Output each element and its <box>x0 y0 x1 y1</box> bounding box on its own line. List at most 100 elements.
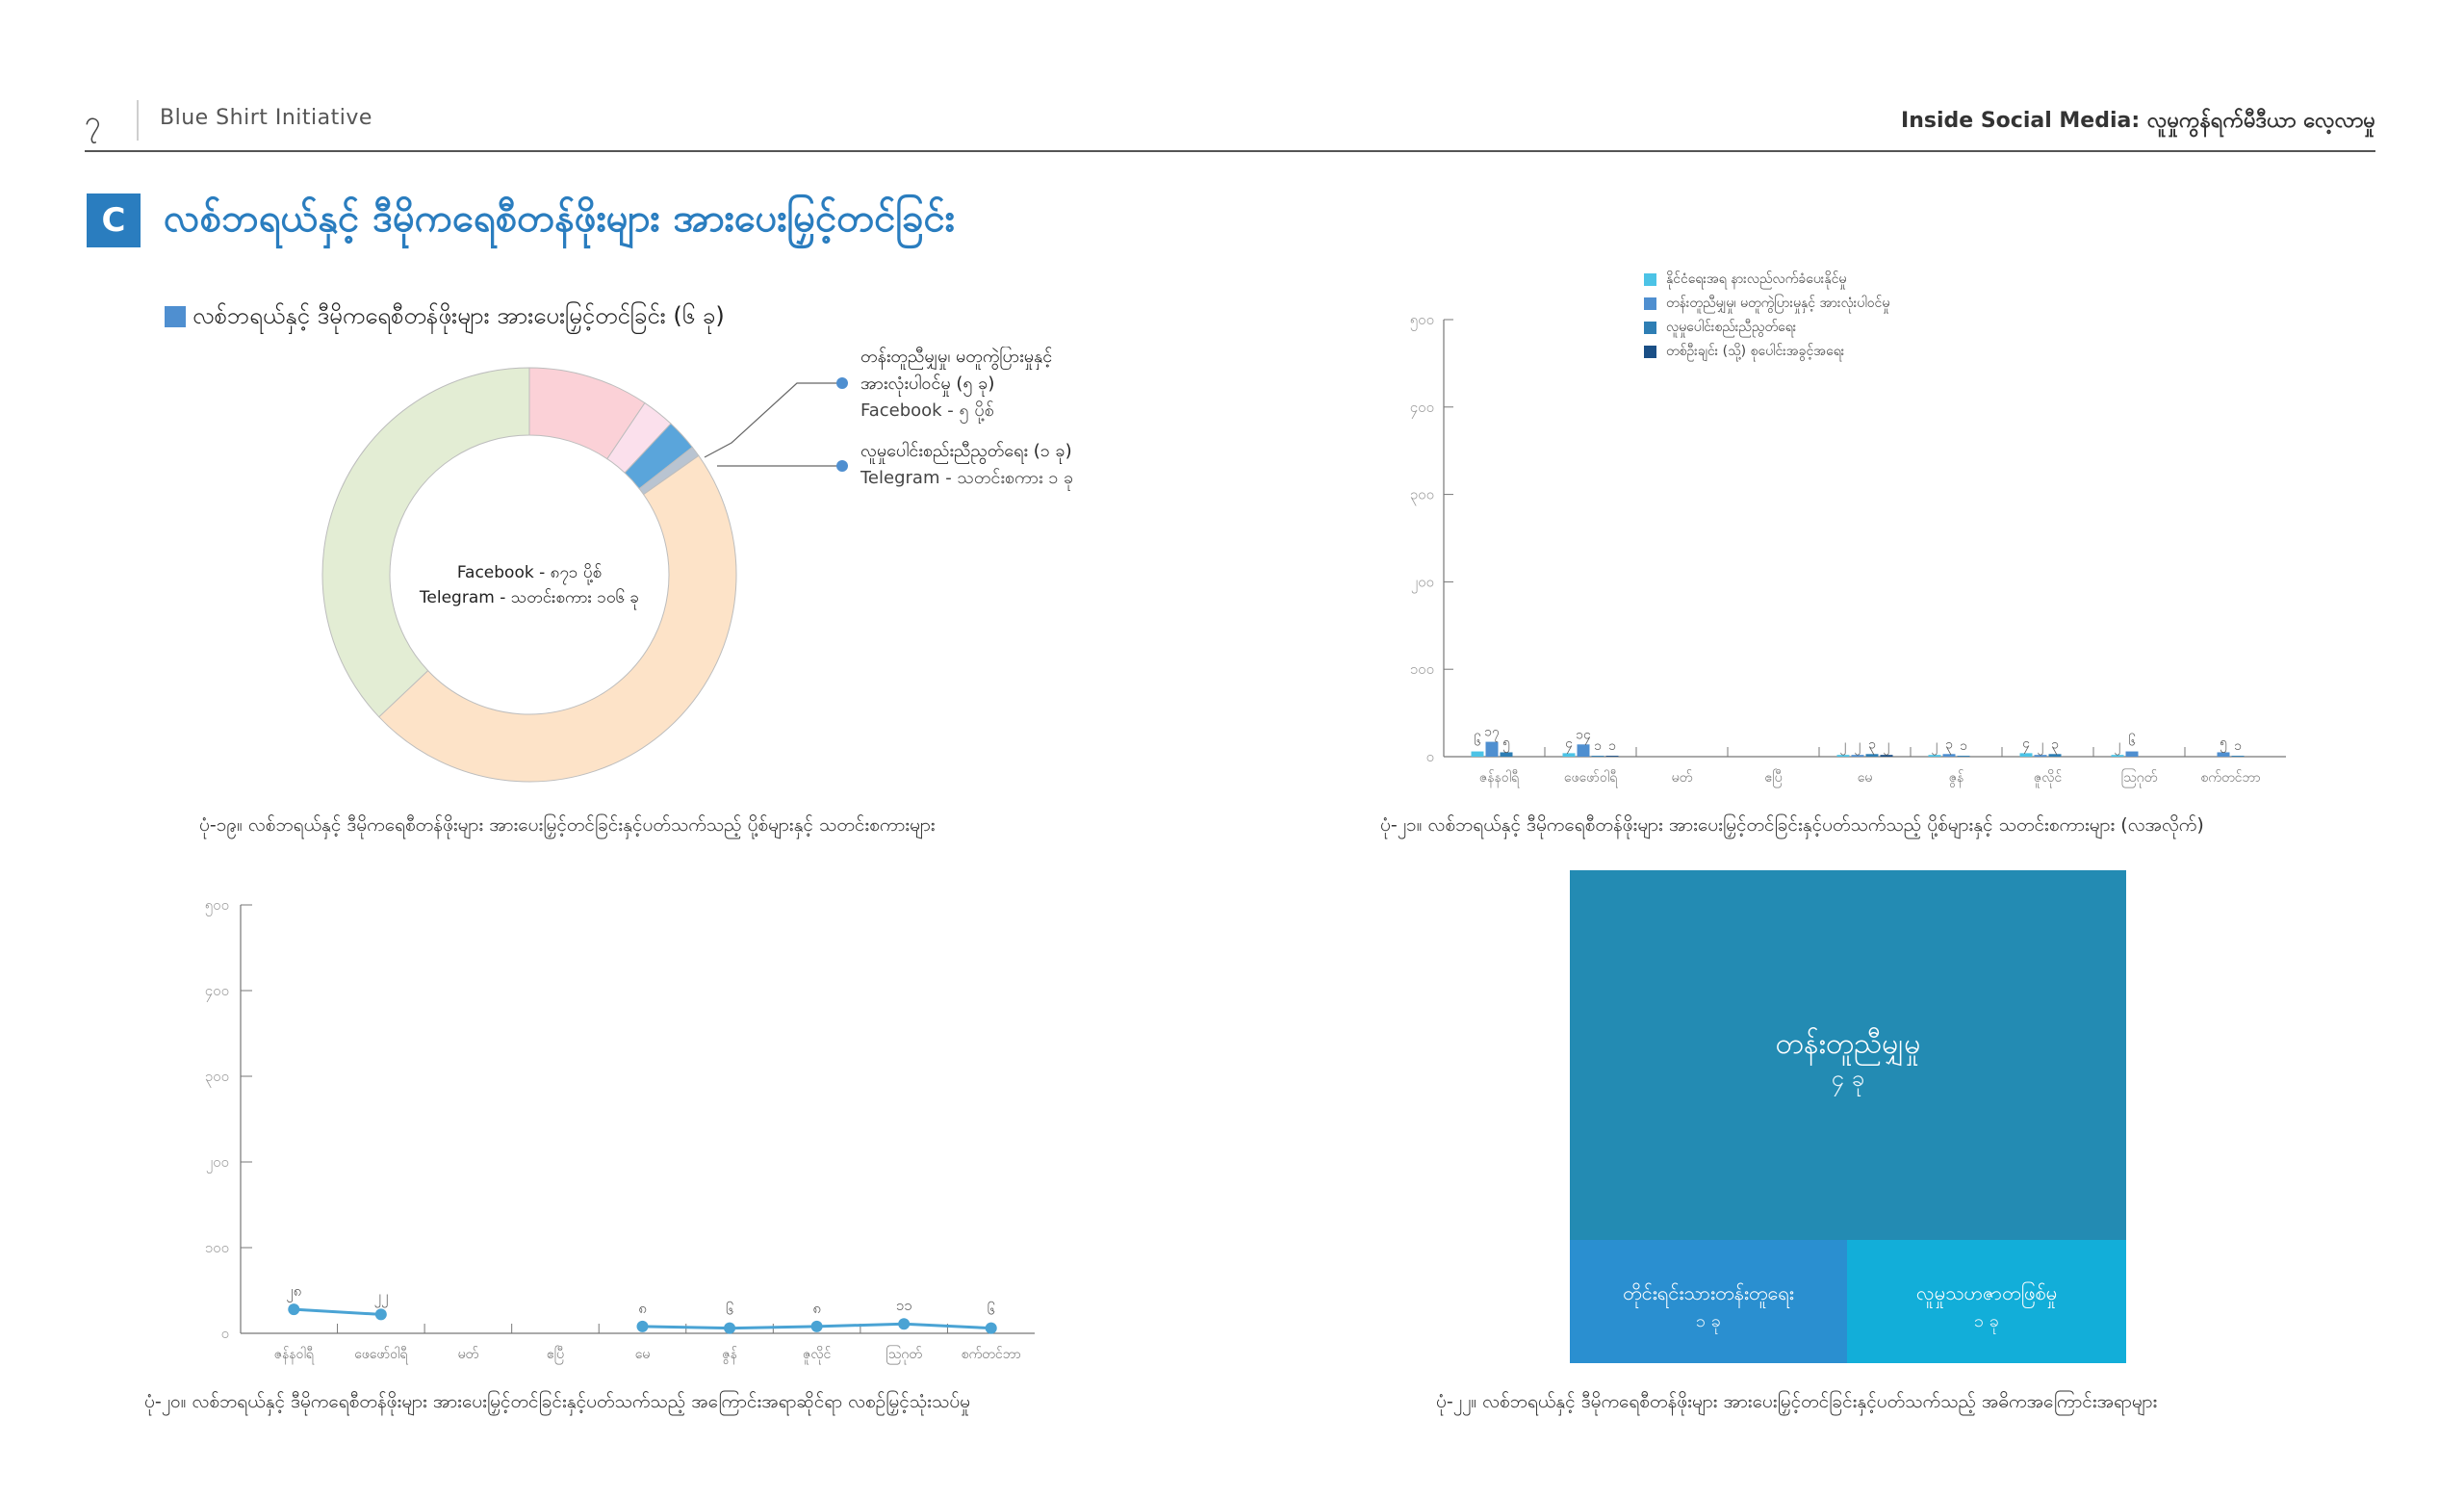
callout1-line2: အားလုံးပါဝင်မှု (၅ ခု) <box>860 374 994 397</box>
line-xtick-label: ဇွန် <box>722 1347 737 1364</box>
bar-8-1 <box>2111 755 2124 757</box>
treemap-cell-equality: တန်းတူညီမျှမှု ၄ ခု <box>1570 870 2126 1240</box>
treemap-right-count: ၁ ခု <box>1974 1311 1999 1331</box>
callout2-line2: Telegram - သတင်းစကား ၁ ခု <box>860 468 1073 491</box>
legend-item-3: လူမှုပေါင်းစည်းညီညွတ်ရေး <box>1644 318 1796 338</box>
line-ytick-label: ၃၀၀ <box>205 1068 229 1088</box>
line-point-9 <box>985 1322 997 1334</box>
bar-7-2 <box>2034 755 2047 757</box>
bar-2-4 <box>1605 756 1619 757</box>
bar-data-label: ၃ <box>2051 736 2059 754</box>
bar-6-1 <box>1928 755 1941 757</box>
legend-item-2: တန်းတူညီမျှမှု၊ မတူကွဲပြားမှုနှင့် အားလု… <box>1644 294 1889 314</box>
legend-label-1: နိုင်ငံရေးအရ နားလည်လက်ခံပေးနိုင်မှု <box>1666 271 1847 287</box>
treemap: တန်းတူညီမျှမှု ၄ ခု တိုင်းရင်းသားတန်းတူရ… <box>1570 870 2126 1363</box>
header-separator <box>137 100 139 141</box>
bar-ytick-label: ၀ <box>1426 748 1434 765</box>
line-ytick-label: ၀ <box>221 1325 229 1342</box>
line-data-label: ၂၈ <box>286 1282 301 1303</box>
bar-data-label: ၅ <box>2220 735 2227 752</box>
bar-5-4 <box>1880 755 1893 757</box>
bar-data-label: ၂ <box>1932 737 1938 755</box>
line-xtick-label: ဖေဖော်ဝါရီ <box>354 1347 408 1364</box>
legend-label-3: လူမှုပေါင်းစည်းညီညွတ်ရေး <box>1666 320 1797 335</box>
bar-5-2 <box>1851 755 1864 757</box>
bar-data-label: ၂ <box>1884 737 1890 755</box>
bar-ytick-label: ၃၀၀ <box>1410 486 1434 506</box>
line-data-label: ၈ <box>638 1300 647 1317</box>
callout1-line3: Facebook - ၅ ပို့စ် <box>860 400 994 424</box>
bar-ytick-label: ၁၀၀ <box>1410 660 1434 678</box>
line-xtick-label: မတ် <box>458 1347 479 1362</box>
line-data-label: ၈ <box>812 1300 821 1317</box>
bar-data-label: ၁ <box>1608 738 1616 754</box>
legend-swatch-2 <box>1644 297 1656 310</box>
bar-5-3 <box>1865 754 1879 757</box>
callout1-dot <box>836 377 848 389</box>
bar-7-1 <box>2019 753 2033 757</box>
bar-1-3 <box>1500 752 1513 757</box>
section-subtitle: လစ်ဘရယ်နှင့် ဒီမိုကရေစီတန်ဖိုးများ အားပေ… <box>192 302 725 329</box>
caption-fig22: ပုံ-၂၂။ လစ်ဘရယ်နှင့် ဒီမိုကရေစီတန်ဖိုးမျ… <box>1436 1391 2158 1412</box>
treemap-left-label: တိုင်းရင်းသားတန်းတူရေး <box>1623 1281 1794 1304</box>
legend-label-4: တစ်ဦးချင်း (သို့) စုပေါင်းအခွင့်အရေး <box>1666 344 1845 359</box>
line-xtick-label: ဇန်နဝါရီ <box>274 1347 315 1364</box>
bar-6-3 <box>1957 756 1970 757</box>
legend-label-2: တန်းတူညီမျှမှု၊ မတူကွဲပြားမှုနှင့် အားလု… <box>1666 296 1890 311</box>
caption-fig19: ပုံ-၁၉။ လစ်ဘရယ်နှင့် ဒီမိုကရေစီတန်ဖိုးမျ… <box>199 814 936 836</box>
header-rule <box>85 150 2375 152</box>
line-ytick-label: ၅၀၀ <box>205 896 229 916</box>
treemap-cell-social-harmony: လူမှုသဟဇာတဖြစ်မှု ၁ ခု <box>1847 1240 2126 1363</box>
bar-2-1 <box>1562 753 1576 757</box>
treemap-big-label: တန်းတူညီမျှမှု <box>1775 1027 1921 1061</box>
bar-9-2 <box>2217 752 2230 757</box>
bar-data-label: ၃ <box>1868 736 1876 754</box>
bar-xtick-label: မတ် <box>1672 770 1693 786</box>
line-point-6 <box>724 1322 736 1334</box>
caption-fig21: ပုံ-၂၁။ လစ်ဘရယ်နှင့် ဒီမိုကရေစီတန်ဖိုးမျ… <box>1380 814 2204 836</box>
treemap-cell-ethnic-equality: တိုင်းရင်းသားတန်းတူရေး ၁ ခု <box>1570 1240 1847 1363</box>
bar-ytick-label: ၂၀၀ <box>1411 573 1434 593</box>
line-ytick-label: ၄၀၀ <box>205 982 229 1002</box>
line-point-5 <box>636 1320 649 1332</box>
bar-1-1 <box>1471 751 1484 757</box>
bar-xtick-label: ဇူလိုင် <box>2034 770 2062 787</box>
bar-2-3 <box>1591 756 1604 757</box>
bar-data-label: ၄ <box>2022 735 2030 753</box>
legend-item-1: နိုင်ငံရေးအရ နားလည်လက်ခံပေးနိုင်မှု <box>1644 270 1846 290</box>
bar-ytick-label: ၄၀၀ <box>1410 399 1434 419</box>
line-series-segment-1 <box>294 1307 381 1316</box>
bar-5-1 <box>1836 755 1850 757</box>
bar-data-label: ၅ <box>1502 735 1510 752</box>
legend-swatch-3 <box>1644 321 1656 334</box>
bar-xtick-label: မေ <box>1858 770 1873 786</box>
line-xtick-label: မေ <box>635 1347 651 1362</box>
legend-swatch-1 <box>1644 272 1656 286</box>
callout2-dot <box>836 460 848 472</box>
section-title: လစ်ဘရယ်နှင့် ဒီမိုကရေစီတန်ဖိုးများ အားပေ… <box>164 196 955 241</box>
bar-7-3 <box>2048 754 2062 757</box>
legend-item-4: တစ်ဦးချင်း (သို့) စုပေါင်းအခွင့်အရေး <box>1644 342 1844 362</box>
bar-data-label: ၂ <box>1840 737 1847 755</box>
callout2-line1: လူမှုပေါင်းစည်းညီညွတ်ရေး (၁ ခု) <box>860 441 1072 464</box>
bar-legend: နိုင်ငံရေးအရ နားလည်လက်ခံပေးနိုင်မှု တန်း… <box>1644 270 2029 366</box>
donut-slice-6 <box>321 367 530 718</box>
donut-center-line2: Telegram - သတင်းစကား ၁၀၆ ခု <box>419 587 639 610</box>
bar-data-label: ၆ <box>1474 735 1481 750</box>
donut-slice-5 <box>378 454 737 783</box>
line-data-label: ၆ <box>726 1302 733 1319</box>
bar-data-label: ၁ <box>1960 738 1967 754</box>
header-right-title: Inside Social Media: လူမှုကွန်ရက်မီဒီယာ … <box>1901 109 2375 133</box>
line-xtick-label: ဇူလိုင် <box>803 1347 831 1364</box>
line-xtick-label: စက်တင်ဘာ <box>962 1347 1021 1362</box>
bar-8-2 <box>2125 751 2139 757</box>
subtitle-marker <box>165 306 186 327</box>
line-xtick-label: ဧပြီ <box>547 1347 564 1364</box>
bar-data-label: ၁ <box>2234 738 2242 754</box>
header-left-title: Blue Shirt Initiative <box>160 106 372 130</box>
donut-slices <box>321 367 737 783</box>
donut-center-line1: Facebook - ၈၇၁ ပို့စ် <box>457 563 602 585</box>
treemap-left-count: ၁ ခု <box>1696 1311 1721 1331</box>
bar-xtick-label: ဇွန် <box>1949 770 1964 787</box>
